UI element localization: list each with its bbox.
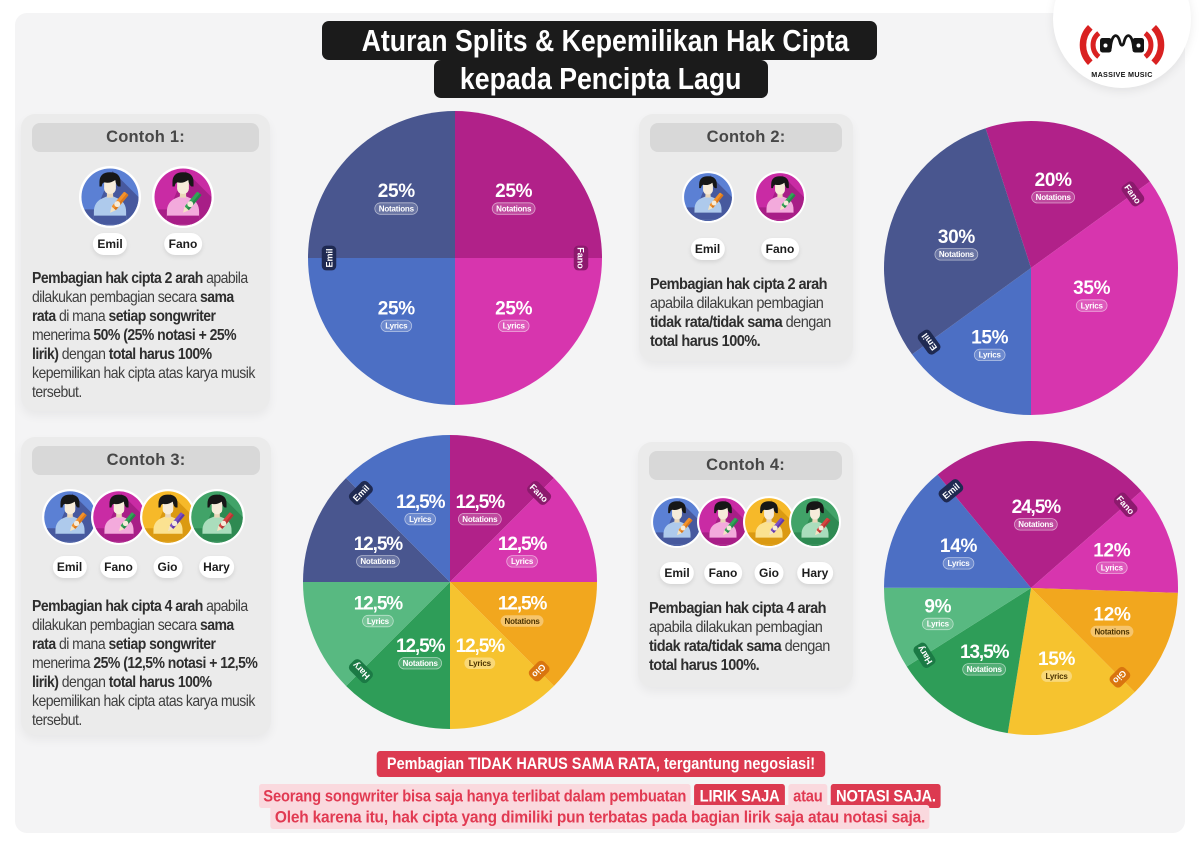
svg-text:Notations: Notations: [379, 204, 415, 213]
svg-text:Lyrics: Lyrics: [927, 620, 950, 629]
svg-text:12,5%: 12,5%: [396, 636, 446, 657]
svg-text:Notations: Notations: [1018, 520, 1054, 529]
svg-text:30%: 30%: [938, 227, 976, 248]
svg-text:Lyrics: Lyrics: [1101, 564, 1124, 573]
svg-text:MASSIVE MUSIC: MASSIVE MUSIC: [1091, 70, 1152, 79]
svg-text:Lyrics: Lyrics: [385, 322, 408, 331]
svg-text:Lyrics: Lyrics: [503, 322, 526, 331]
svg-text:12,5%: 12,5%: [498, 594, 548, 615]
svg-text:Notations: Notations: [496, 204, 532, 213]
svg-text:Notations: Notations: [1094, 627, 1130, 636]
svg-text:Lyrics: Lyrics: [367, 617, 390, 626]
svg-text:20%: 20%: [1035, 170, 1073, 191]
svg-text:Lyrics: Lyrics: [979, 351, 1002, 360]
svg-text:14%: 14%: [940, 536, 978, 557]
svg-text:Lyrics: Lyrics: [511, 557, 534, 566]
svg-text:15%: 15%: [1038, 649, 1076, 670]
svg-text:9%: 9%: [924, 597, 951, 618]
svg-text:25%: 25%: [378, 299, 416, 320]
svg-text:25%: 25%: [495, 299, 533, 320]
svg-text:25%: 25%: [378, 181, 416, 202]
svg-text:25%: 25%: [495, 181, 533, 202]
svg-text:Notations: Notations: [1036, 193, 1072, 202]
svg-text:Lyrics: Lyrics: [409, 515, 432, 524]
svg-text:Fano: Fano: [576, 247, 586, 269]
svg-text:Notations: Notations: [939, 250, 975, 259]
svg-text:Lyrics: Lyrics: [469, 659, 492, 668]
svg-text:Notations: Notations: [505, 617, 541, 626]
svg-text:12%: 12%: [1093, 604, 1131, 625]
svg-text:12,5%: 12,5%: [456, 492, 506, 513]
svg-text:Notations: Notations: [403, 659, 439, 668]
svg-text:Notations: Notations: [462, 515, 498, 524]
svg-text:Notations: Notations: [967, 665, 1003, 674]
svg-text:24,5%: 24,5%: [1012, 497, 1062, 518]
svg-text:12,5%: 12,5%: [498, 534, 548, 555]
svg-text:12,5%: 12,5%: [396, 492, 446, 513]
svg-text:12,5%: 12,5%: [354, 534, 404, 555]
svg-text:12%: 12%: [1093, 541, 1131, 562]
svg-text:12,5%: 12,5%: [354, 594, 404, 615]
svg-text:Lyrics: Lyrics: [947, 559, 970, 568]
svg-text:Lyrics: Lyrics: [1081, 301, 1104, 310]
svg-text:12,5%: 12,5%: [456, 636, 506, 657]
svg-text:Emil: Emil: [324, 248, 334, 267]
svg-text:13,5%: 13,5%: [960, 642, 1010, 663]
svg-text:35%: 35%: [1073, 278, 1111, 299]
svg-text:Notations: Notations: [360, 557, 396, 566]
svg-text:Lyrics: Lyrics: [1046, 672, 1069, 681]
svg-text:15%: 15%: [971, 328, 1009, 349]
